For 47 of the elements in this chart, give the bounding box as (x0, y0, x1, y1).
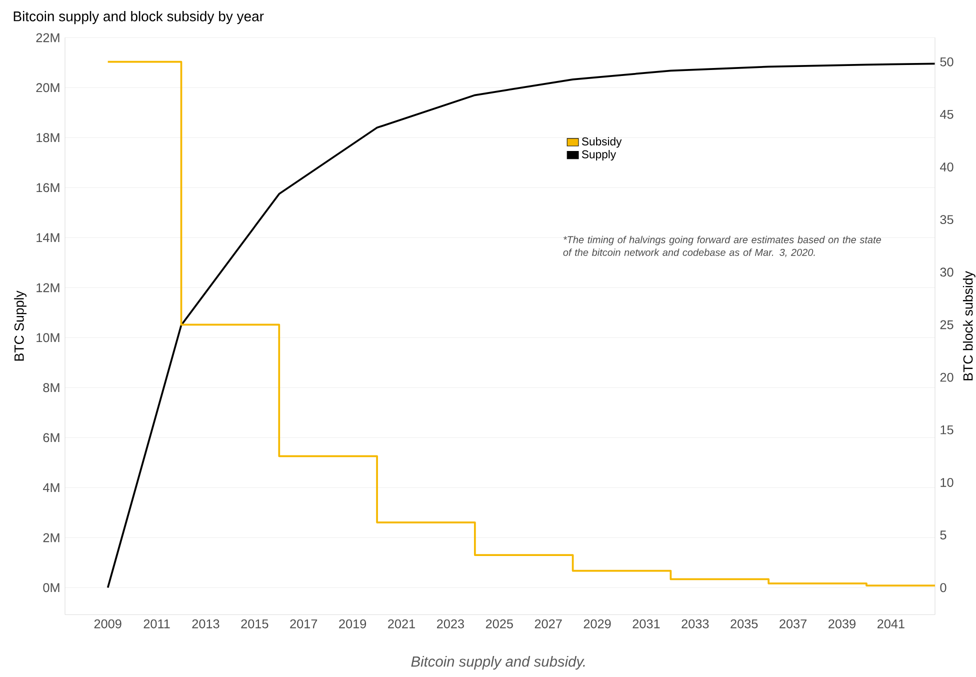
y-tick-label: 16M (36, 183, 60, 192)
x-tick-label: 2019 (339, 619, 366, 628)
x-tick-label: 2013 (192, 619, 220, 628)
y-tick-label: 12M (36, 283, 60, 292)
y-tick-label: 4M (42, 483, 60, 492)
y2-tick-label: 45 (940, 110, 954, 119)
y2-tick-label: 20 (940, 372, 954, 382)
x-tick-label: 2029 (584, 619, 611, 628)
y-tick-label: 8M (43, 383, 60, 392)
text: Bitcoin supply and subsidy. (411, 656, 585, 670)
y2-tick-label: 40 (940, 162, 954, 172)
x-tick-label: 2033 (682, 619, 709, 628)
legend-label: Subsidy (582, 137, 622, 148)
x-tick-label: 2021 (388, 619, 415, 628)
y2-tick-label: 25 (940, 320, 954, 330)
y-tick-label: 22M (36, 33, 60, 42)
x-tick-label: 2017 (290, 619, 318, 628)
y2-tick-label: 30 (940, 268, 954, 277)
x-tick-label: 2009 (94, 619, 122, 628)
y2-tick-label: 50 (940, 57, 954, 66)
y2-tick-label: 0 (940, 583, 946, 592)
x-tick-label: 2031 (632, 619, 660, 628)
legend-label: Supply (582, 150, 616, 161)
y-axis-title: BTC Supply (14, 290, 26, 361)
y2-tick-label: 5 (940, 530, 946, 540)
y2-tick-label: 35 (940, 215, 954, 224)
x-tick-label: 2011 (144, 619, 170, 628)
y-tick-label: 10M (36, 333, 60, 342)
y2-tick-label: 10 (940, 478, 954, 487)
y-tick-label: 0M (43, 583, 60, 592)
x-tick-label: 2037 (780, 619, 807, 628)
x-tick-label: 2023 (436, 619, 464, 628)
x-tick-label: 2015 (241, 619, 268, 628)
x-tick-label: 2025 (486, 619, 513, 628)
annotation: *The timing of halvings going forward are estimates based on the state of the bitcoin network and codebase as of Mar. 3, 2020. (563, 236, 882, 258)
x-tick-label: 2027 (534, 619, 562, 628)
x-tick-label: 2041 (877, 619, 904, 628)
y-tick-label: 6M (43, 433, 60, 442)
y-tick-label: 2M (43, 533, 60, 542)
y-tick-label: 20M (36, 83, 60, 92)
y-tick-label: 18M (36, 133, 60, 142)
x-tick-label: 2039 (828, 619, 856, 628)
chart-title: Bitcoin supply and block subsidy by year (14, 11, 264, 24)
y2-axis-title: BTC block subsidy (962, 270, 976, 380)
x-tick-label: 2035 (730, 619, 758, 628)
y2-tick-label: 15 (940, 425, 954, 434)
y-tick-label: 14M (36, 233, 60, 242)
